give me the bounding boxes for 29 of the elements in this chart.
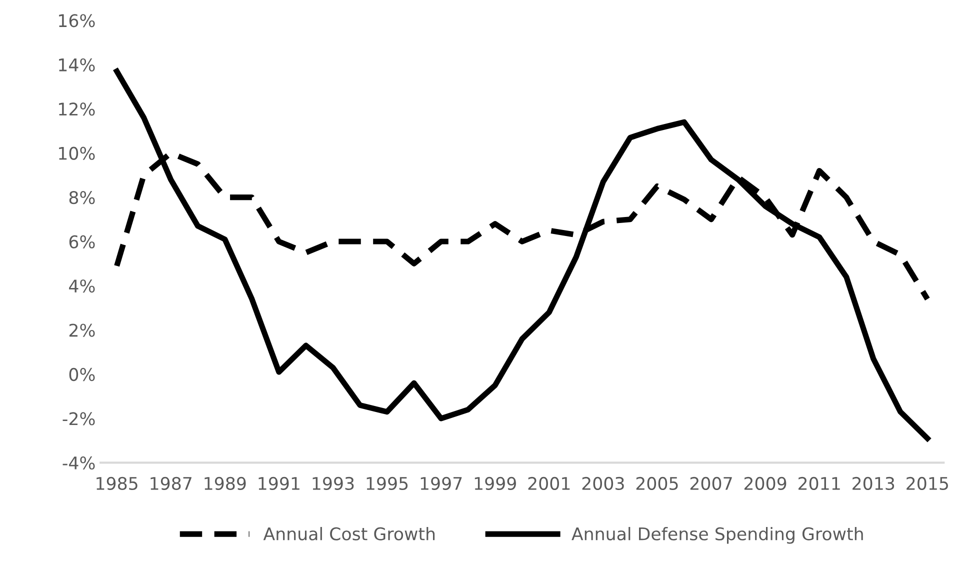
y-tick-label: 6% bbox=[69, 235, 95, 248]
x-tick-label: 1993 bbox=[312, 476, 354, 490]
y-tick-label: 4% bbox=[69, 279, 95, 293]
legend-label: Annual Defense Spending Growth bbox=[572, 526, 863, 544]
x-tick-label: 1991 bbox=[258, 476, 300, 490]
x-tick-label: 2007 bbox=[690, 476, 732, 490]
y-tick-label: 12% bbox=[59, 102, 95, 116]
x-tick-label: 1999 bbox=[474, 476, 516, 490]
x-tick-label: 2011 bbox=[798, 476, 840, 490]
y-tick-label: -2% bbox=[62, 412, 95, 426]
legend-label: Annual Cost Growth bbox=[263, 526, 435, 540]
x-tick-label: 1985 bbox=[96, 476, 138, 490]
x-tick-label: 1989 bbox=[204, 476, 246, 490]
y-tick-label: 16% bbox=[59, 14, 95, 28]
y-tick-label: 2% bbox=[69, 324, 95, 337]
x-tick-label: 2009 bbox=[744, 476, 786, 490]
y-tick-label: 8% bbox=[69, 191, 95, 204]
y-tick-label: -4% bbox=[62, 456, 95, 470]
x-tick-label: 2001 bbox=[528, 476, 570, 490]
x-tick-label: 2005 bbox=[636, 476, 678, 490]
x-tick-label: 1995 bbox=[366, 476, 408, 490]
x-tick-label: 2015 bbox=[906, 476, 948, 490]
y-tick-label: 0% bbox=[69, 368, 95, 382]
x-tick-label: 2003 bbox=[582, 476, 624, 490]
x-tick-label: 2013 bbox=[852, 476, 894, 490]
y-tick-label: 14% bbox=[59, 58, 95, 72]
x-tick-label: 1997 bbox=[420, 476, 462, 490]
x-tick-label: 1987 bbox=[150, 476, 192, 490]
y-tick-label: 10% bbox=[59, 146, 95, 160]
